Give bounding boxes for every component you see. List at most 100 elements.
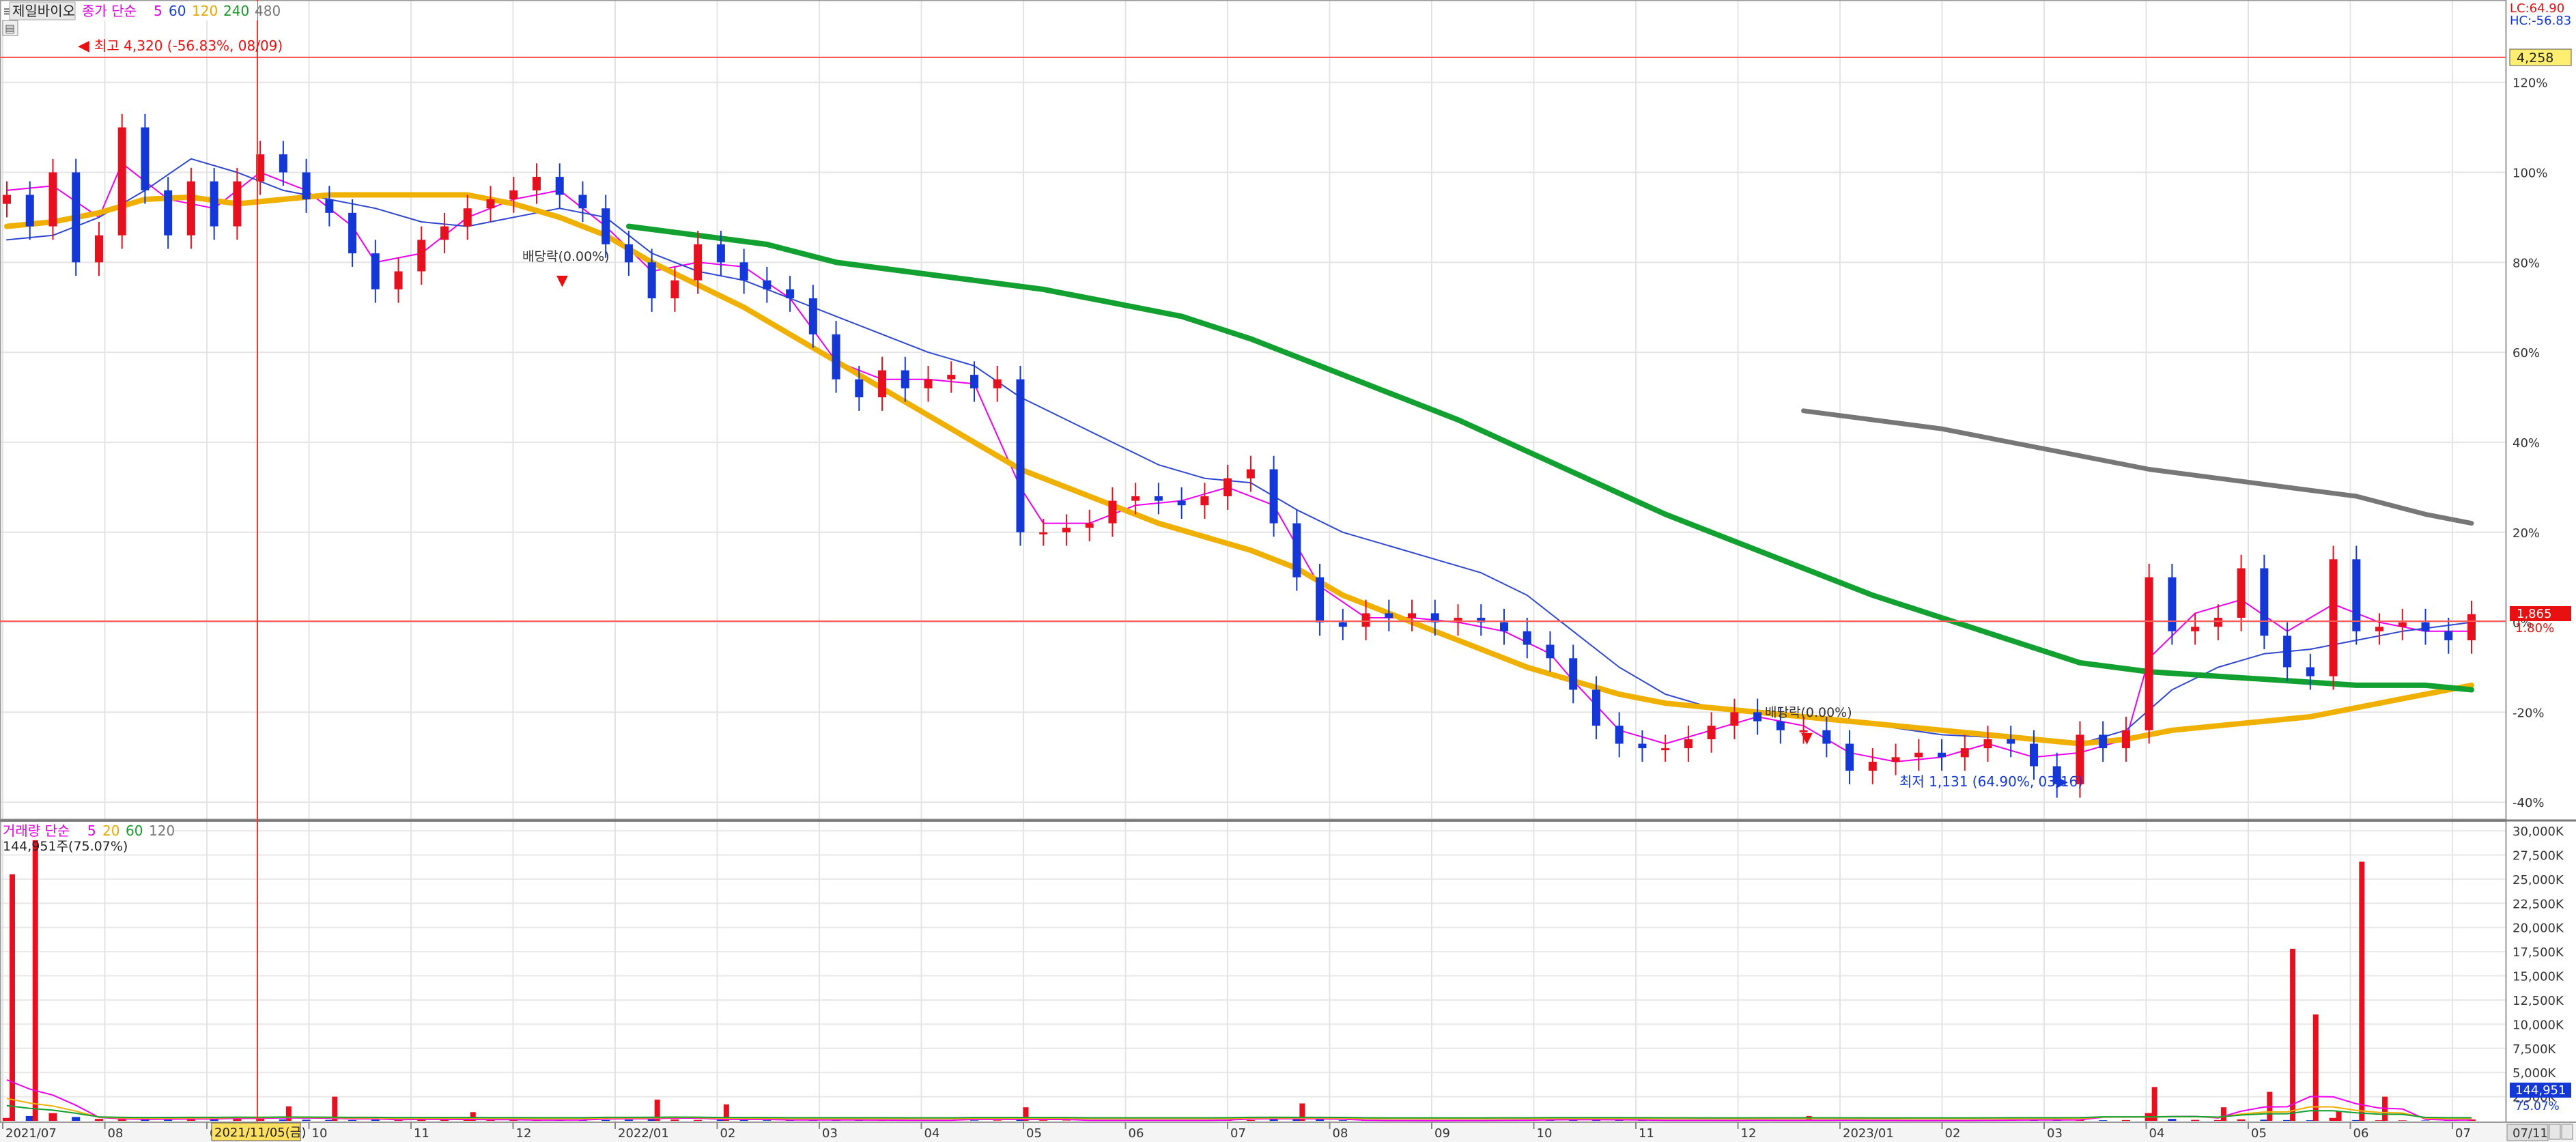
candle-body (48, 172, 57, 227)
candle-body (1799, 730, 1808, 732)
candle-body (924, 379, 933, 388)
candle-body (1707, 726, 1716, 739)
price-tick-label: 100% (2513, 167, 2547, 181)
volume-spike-bar (470, 1112, 476, 1121)
volume-bar (2329, 1117, 2338, 1121)
date-tick-label: 03 (822, 1126, 838, 1141)
volume-bar (1316, 1119, 1325, 1121)
candle-body (2329, 559, 2338, 676)
high-price-flag (2509, 48, 2572, 66)
volume-bar (2421, 1120, 2430, 1121)
volume-tick-label: 27,500K (2513, 848, 2564, 863)
candle-body (1269, 469, 1278, 524)
candle-body (739, 262, 748, 281)
stock-name[interactable]: 제일바이오 (12, 3, 75, 19)
volume-bar (117, 1119, 126, 1121)
candle-body (1338, 622, 1347, 627)
volume-bar (2168, 1119, 2177, 1121)
candle-body (1016, 379, 1025, 532)
candle-body (1546, 644, 1555, 659)
moving-average-lines (4, 158, 2474, 762)
date-tick-label: 11 (1639, 1126, 1654, 1141)
volume-tick-label: 7,500K (2513, 1042, 2557, 1057)
candle-body (647, 262, 656, 299)
candle-body (463, 208, 472, 227)
legend-item: 5 (154, 3, 162, 19)
volume-tick-label: 12,500K (2513, 994, 2564, 1008)
volume-ma-5-line (6, 1079, 2472, 1122)
date-tick-label: 07 (2455, 1126, 2471, 1141)
scroll-right-button[interactable] (2561, 1124, 2573, 1140)
candle-body (2260, 568, 2269, 636)
candle-body (371, 253, 380, 289)
legend-item: 거래량 단순 (3, 823, 70, 839)
date-tick-label: 08 (108, 1126, 124, 1141)
candle-body (855, 379, 864, 398)
volume-bar (2237, 1119, 2246, 1121)
candle-body (1430, 613, 1439, 623)
crosshair-date-flag (211, 1122, 301, 1141)
volume-bar (440, 1119, 449, 1121)
volume-bar (2191, 1119, 2200, 1121)
candle-body (1776, 721, 1785, 730)
legend-item: 120 (192, 3, 218, 19)
candle-body (117, 127, 126, 235)
current-pct-text: 1.80% (2515, 621, 2554, 636)
volume-legend-background (1, 823, 172, 840)
candle-body (1523, 631, 1531, 645)
date-tick-label: 2023/01 (1843, 1126, 1894, 1141)
volume-bar (2099, 1120, 2108, 1121)
candle-body (947, 375, 956, 380)
price-tick-label: 120% (2513, 76, 2547, 91)
date-tick-label: 04 (2149, 1126, 2165, 1141)
candle-body (2145, 577, 2153, 730)
candle-body (1638, 743, 1647, 749)
candle-body (2283, 636, 2292, 668)
candle-body (555, 177, 564, 195)
volume-tick-label: 20,000K (2513, 922, 2564, 936)
candle-body (486, 199, 495, 209)
volume-bar (1039, 1120, 1048, 1121)
date-tick-label: 09 (1434, 1126, 1450, 1141)
volume-bar (509, 1119, 518, 1121)
candle-body (694, 244, 703, 281)
volume-bar (670, 1119, 679, 1121)
candle-body (2237, 568, 2246, 618)
candle-body (3, 195, 11, 204)
volume-tick-label: 30,000K (2513, 825, 2564, 839)
volume-bar (2121, 1119, 2130, 1121)
candle-body (1246, 469, 1255, 479)
date-axis-background (0, 1122, 2576, 1142)
scroll-left-button[interactable] (2549, 1124, 2561, 1140)
candle-body (601, 208, 610, 244)
date-tick-label: 12 (1741, 1126, 1757, 1141)
low-annotation: 최저 1,131 (64.90%, 03/16) (1899, 773, 2083, 790)
candle-body (2375, 627, 2384, 631)
candle-body (1361, 613, 1370, 627)
chart-grid (0, 0, 2506, 1122)
candle-body (417, 240, 426, 272)
date-axis-ticks: 2021/0708091011122022/010203040506070809… (2, 1122, 2471, 1141)
date-tick-label: 02 (1945, 1126, 1961, 1141)
volume-bar (2260, 1119, 2269, 1121)
volume-spike-bar (2151, 1087, 2157, 1121)
settings-icon: ▤ (5, 22, 15, 35)
candle-body (832, 334, 840, 380)
dividend-arrow-2: ▼ (1801, 730, 1813, 747)
candle-body (1154, 496, 1163, 501)
price-tick-label: -20% (2513, 706, 2545, 720)
candle-body (2099, 734, 2108, 749)
candle-body (2121, 730, 2130, 749)
candle-body (716, 244, 725, 263)
volume-bar (94, 1119, 103, 1121)
ma-5-line (6, 162, 2472, 762)
volume-bar (325, 1119, 334, 1121)
volume-pct-text: 75.07% (2515, 1100, 2560, 1113)
volume-spike-bar (654, 1099, 660, 1121)
dividend-label-2: 배당락(0.00%) (1765, 705, 1852, 720)
volume-bar (739, 1119, 748, 1121)
volume-spike-bar (2359, 861, 2365, 1121)
settings-button[interactable] (2, 20, 18, 36)
candle-body (2191, 627, 2200, 631)
stock-name-box (9, 1, 76, 20)
